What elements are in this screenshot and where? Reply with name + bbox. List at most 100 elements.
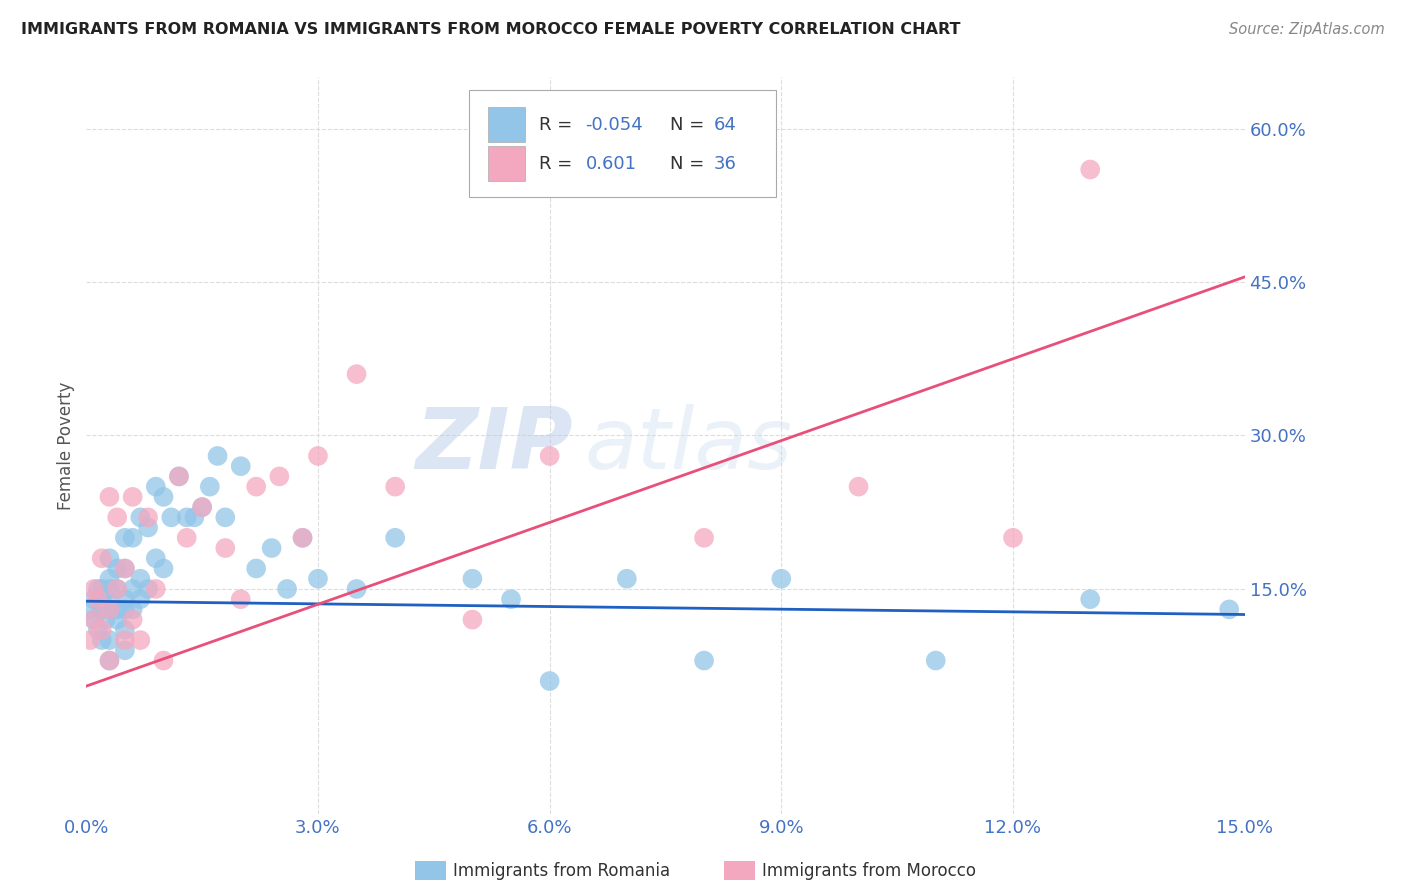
Point	[105, 582, 128, 596]
Point	[499, 592, 522, 607]
Point	[152, 490, 174, 504]
Point	[105, 510, 128, 524]
Point	[105, 582, 128, 596]
Text: R =: R =	[540, 116, 578, 134]
Point	[98, 582, 121, 596]
Point	[121, 490, 143, 504]
Point	[121, 602, 143, 616]
Point	[176, 510, 198, 524]
Point	[145, 480, 167, 494]
Point	[90, 602, 112, 616]
Point	[136, 510, 159, 524]
Point	[291, 531, 314, 545]
Point	[121, 613, 143, 627]
Point	[461, 572, 484, 586]
Point	[191, 500, 214, 514]
Point	[129, 510, 152, 524]
Point	[114, 561, 136, 575]
Point	[384, 531, 406, 545]
Point	[770, 572, 793, 586]
Point	[105, 613, 128, 627]
Point	[83, 592, 105, 607]
Point	[176, 531, 198, 545]
Point	[98, 551, 121, 566]
Point	[145, 551, 167, 566]
Point	[183, 510, 205, 524]
Point	[98, 654, 121, 668]
Point	[693, 531, 716, 545]
Point	[214, 510, 236, 524]
Text: N =: N =	[671, 154, 710, 173]
Text: ZIP: ZIP	[415, 404, 572, 487]
Point	[307, 449, 329, 463]
Point	[191, 500, 214, 514]
Text: 64: 64	[714, 116, 737, 134]
Point	[114, 561, 136, 575]
Point	[136, 582, 159, 596]
Point	[94, 613, 117, 627]
Text: N =: N =	[671, 116, 710, 134]
Point	[538, 449, 561, 463]
Point	[229, 459, 252, 474]
Point	[90, 592, 112, 607]
FancyBboxPatch shape	[488, 146, 526, 181]
Text: Immigrants from Romania: Immigrants from Romania	[453, 862, 669, 880]
Point	[167, 469, 190, 483]
Point	[245, 561, 267, 575]
Point	[461, 613, 484, 627]
Point	[98, 633, 121, 648]
Point	[83, 613, 105, 627]
Text: 0.601: 0.601	[585, 154, 637, 173]
Point	[98, 602, 121, 616]
Point	[346, 367, 368, 381]
Point	[136, 520, 159, 534]
Text: Source: ZipAtlas.com: Source: ZipAtlas.com	[1229, 22, 1385, 37]
Point	[276, 582, 298, 596]
Point	[87, 592, 110, 607]
Point	[83, 613, 105, 627]
Point	[129, 572, 152, 586]
Point	[1218, 602, 1240, 616]
Point	[98, 654, 121, 668]
Y-axis label: Female Poverty: Female Poverty	[58, 382, 75, 510]
Point	[98, 572, 121, 586]
Point	[79, 602, 101, 616]
Point	[260, 541, 283, 555]
Point	[307, 572, 329, 586]
Point	[105, 561, 128, 575]
Point	[1078, 592, 1101, 607]
Point	[693, 654, 716, 668]
Text: IMMIGRANTS FROM ROMANIA VS IMMIGRANTS FROM MOROCCO FEMALE POVERTY CORRELATION CH: IMMIGRANTS FROM ROMANIA VS IMMIGRANTS FR…	[21, 22, 960, 37]
Point	[167, 469, 190, 483]
Point	[1001, 531, 1024, 545]
Point	[346, 582, 368, 596]
Point	[114, 531, 136, 545]
Point	[79, 633, 101, 648]
Point	[214, 541, 236, 555]
Point	[90, 633, 112, 648]
Point	[114, 623, 136, 637]
Point	[245, 480, 267, 494]
Point	[229, 592, 252, 607]
Text: 36: 36	[714, 154, 737, 173]
Point	[94, 592, 117, 607]
Text: atlas: atlas	[585, 404, 793, 487]
FancyBboxPatch shape	[468, 90, 776, 197]
Point	[105, 602, 128, 616]
Point	[384, 480, 406, 494]
Point	[145, 582, 167, 596]
Point	[848, 480, 870, 494]
Point	[83, 582, 105, 596]
Point	[90, 551, 112, 566]
Point	[152, 561, 174, 575]
Point	[616, 572, 638, 586]
Point	[152, 654, 174, 668]
Point	[90, 582, 112, 596]
Point	[98, 490, 121, 504]
Point	[291, 531, 314, 545]
Point	[538, 673, 561, 688]
Text: R =: R =	[540, 154, 583, 173]
Point	[198, 480, 221, 494]
Point	[114, 602, 136, 616]
Point	[87, 582, 110, 596]
